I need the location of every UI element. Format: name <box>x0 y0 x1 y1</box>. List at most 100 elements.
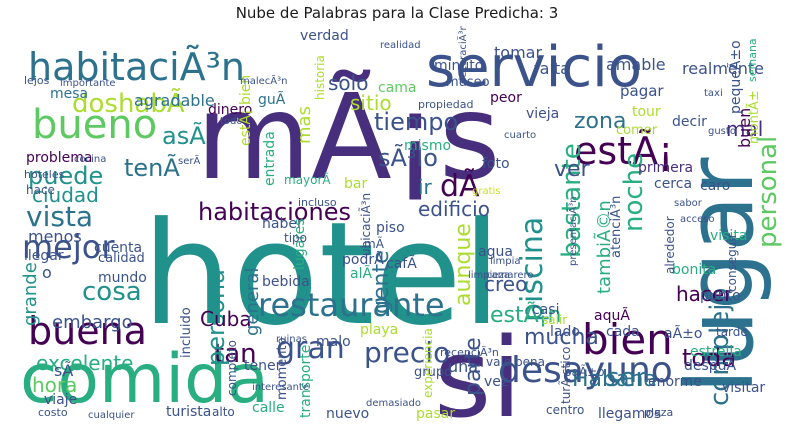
cloud-word: noche <box>619 153 649 232</box>
cloud-word: limpia <box>490 256 521 267</box>
cloud-word: despuÃ <box>684 357 737 374</box>
cloud-word: cerca <box>654 176 692 192</box>
cloud-word: falta <box>534 59 570 78</box>
cloud-word: cualquier <box>88 410 135 421</box>
cloud-word: amable <box>606 55 666 74</box>
cloud-word: mÃ <box>364 236 385 251</box>
cloud-word: lugares <box>292 218 308 270</box>
cloud-word: lado <box>550 324 580 340</box>
cloud-word: cuenta <box>94 240 142 256</box>
cloud-word: calle <box>252 400 285 416</box>
cloud-word: aunque <box>451 223 476 306</box>
cloud-word: tan <box>214 339 257 369</box>
cloud-word: embargo <box>52 312 133 333</box>
cloud-word: general <box>242 268 263 336</box>
cloud-word: tarde <box>716 325 748 339</box>
cloud-word: mejor <box>22 228 115 266</box>
cloud-word: visitar <box>722 380 765 396</box>
cloud-word: salir <box>542 313 567 327</box>
cloud-word: estÃ¡ bien <box>237 75 254 146</box>
cloud-word: si <box>434 314 522 422</box>
cloud-word: servicio <box>426 35 642 100</box>
cloud-word: desayuno <box>498 350 673 391</box>
cloud-word: semana <box>746 38 759 82</box>
cloud-word: problema <box>26 150 93 166</box>
cloud-word: hotel <box>142 192 501 357</box>
cloud-word: vez <box>484 374 508 390</box>
cloud-word: montÃ± <box>746 90 762 144</box>
cloud-word: conseguir <box>725 233 739 292</box>
cloud-word: alrededor <box>663 216 677 274</box>
cloud-word: sÃ³lo <box>378 142 438 172</box>
cloud-word: o <box>42 263 52 282</box>
cloud-word: ciudad <box>32 183 99 207</box>
cloud-word: verdad <box>300 28 349 44</box>
cloud-word: mas <box>294 106 315 144</box>
cloud-word: mismo <box>404 138 451 154</box>
cloud-word: pasar <box>416 406 455 422</box>
cloud-word: caro <box>700 178 730 194</box>
cloud-word: solo <box>328 71 368 95</box>
cloud-word: malo <box>316 334 351 350</box>
cloud-word: recepciÃ³n <box>440 346 499 359</box>
cloud-word: lugar <box>667 157 774 394</box>
cloud-word: bonita <box>672 262 716 278</box>
cloud-word: sÃ <box>54 361 73 380</box>
cloud-word: presentaciÃ³n <box>566 196 579 266</box>
cloud-word: parte <box>461 337 486 396</box>
cloud-word: vale pena <box>486 355 545 369</box>
cloud-word: grupo <box>414 365 452 380</box>
cloud-word: momento <box>275 337 290 400</box>
cloud-word: gusto <box>708 126 736 137</box>
cloud-word: asÃ <box>162 120 206 150</box>
cloud-word: decoraciÃ³n <box>456 26 469 84</box>
cloud-word: haber <box>262 216 303 232</box>
cloud-word: plaza <box>644 406 673 419</box>
cloud-word: estrella <box>690 344 742 360</box>
cloud-word: historia <box>313 55 327 100</box>
cloud-word: Cuba <box>200 307 252 331</box>
cloud-word: lejos <box>24 74 50 87</box>
cloud-word: estÃ¡ <box>574 129 673 173</box>
cloud-word: creo <box>484 272 527 296</box>
cloud-word: interesante <box>252 382 309 393</box>
cloud-word: piso <box>376 220 405 236</box>
cloud-word: tour <box>632 104 661 120</box>
cloud-word: tener <box>244 358 282 374</box>
cloud-word: mal <box>726 117 763 141</box>
cloud-word: importante <box>60 78 116 89</box>
cloud-word: zona <box>574 109 626 134</box>
cloud-word: cafÃ <box>386 255 417 272</box>
cloud-word: dinero <box>208 102 252 118</box>
cloud-word: propiedad <box>418 98 474 111</box>
cloud-word: turista <box>166 404 211 420</box>
cloud-word: realidad <box>380 40 421 51</box>
cloud-word: camarero <box>486 270 534 281</box>
cloud-word: bastante <box>557 143 587 258</box>
cloud-word: tenÃ <box>124 152 180 182</box>
cloud-word: baÃ±o <box>564 364 605 379</box>
cloud-word: personal <box>753 136 783 248</box>
cloud-word: toda <box>682 344 736 372</box>
cloud-word: turÃ stico <box>558 347 573 405</box>
cloud-word: hace <box>26 183 55 197</box>
cloud-word: cocina <box>74 154 106 165</box>
cloud-word: foto <box>482 156 510 172</box>
cloud-word: acceso <box>680 214 715 225</box>
cloud-word: bar <box>344 176 367 192</box>
cloud-word: bien <box>582 315 673 364</box>
cloud-word: entrada <box>262 131 278 186</box>
cloud-word: gente <box>369 250 394 314</box>
cloud-word: precio <box>364 336 450 369</box>
cloud-word: vista <box>26 200 93 233</box>
cloud-word: tiempo <box>374 108 458 136</box>
cloud-word: alto <box>212 405 235 419</box>
cloud-word: bebida <box>262 274 310 290</box>
cloud-word: puede <box>28 162 103 190</box>
cloud-word: gratis <box>472 186 501 197</box>
cloud-word: experiencia <box>421 328 435 398</box>
cloud-word: cuarto <box>504 130 536 141</box>
cloud-word: cada <box>606 324 640 340</box>
cloud-word: realmente <box>682 59 764 78</box>
cloud-word: punto <box>700 288 741 304</box>
